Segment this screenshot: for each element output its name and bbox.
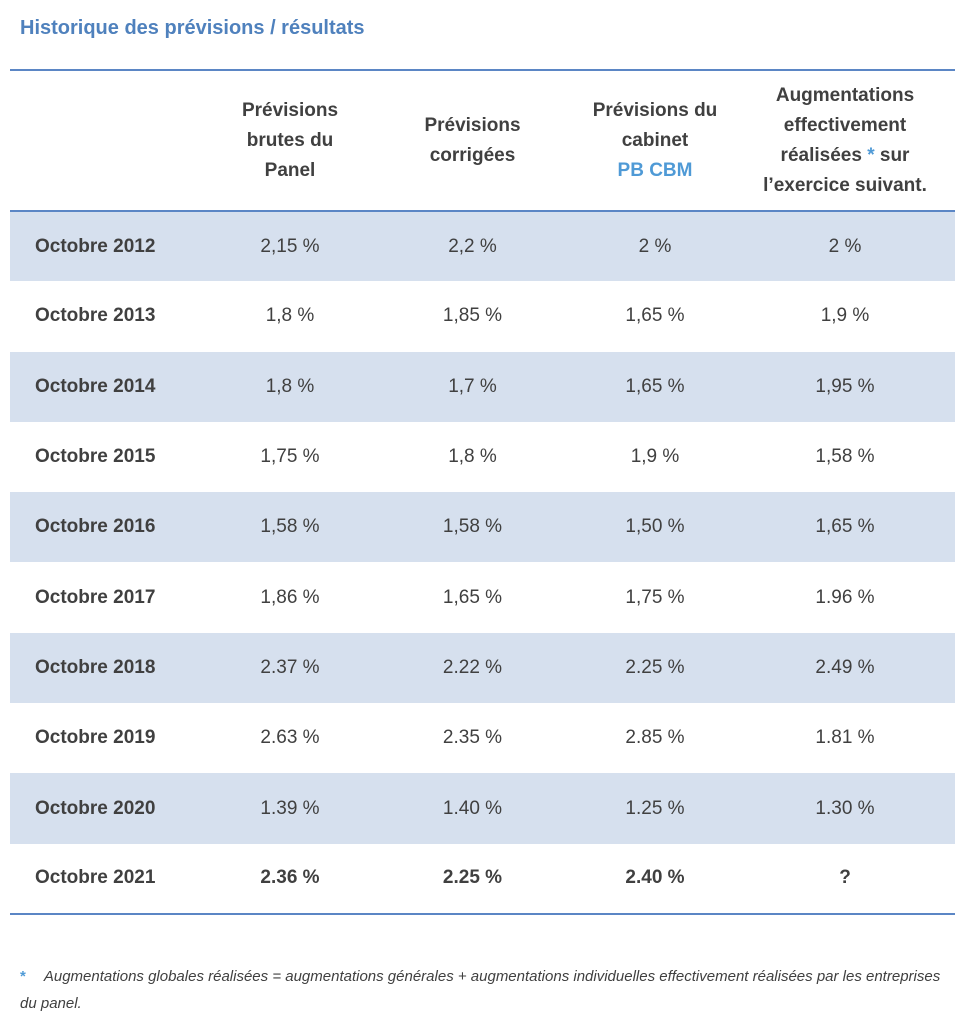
cell-cabinet: 1,65 % bbox=[625, 305, 685, 327]
header-cabinet-line2: cabinet bbox=[621, 129, 689, 151]
cell-corrigees: 1,58 % bbox=[442, 516, 503, 538]
cell-cabinet: 1,9 % bbox=[630, 446, 680, 468]
page-title: Historique des prévisions / résultats bbox=[20, 17, 365, 39]
cell-cabinet: 1,75 % bbox=[625, 586, 685, 608]
cell-realisees: 2 % bbox=[828, 235, 862, 257]
forecast-table-container: Prévisions brutes du Panel Prévisions co… bbox=[10, 69, 955, 915]
row-label: Octobre 2014 bbox=[35, 375, 156, 397]
footnote: * Augmentations globales réalisées = augm… bbox=[20, 963, 960, 1017]
cell-corrigees: 1,65 % bbox=[442, 586, 503, 608]
cell-corrigees: 1,7 % bbox=[448, 375, 497, 397]
header-realisees-line4: l’exercice suivant. bbox=[763, 174, 927, 196]
cell-cabinet: 2.25 % bbox=[625, 656, 685, 678]
cell-corrigees: 2.35 % bbox=[442, 727, 503, 749]
cell-realisees: 1,9 % bbox=[820, 305, 870, 327]
table-row: Octobre 2016 1,58 % 1,58 % 1,50 % 1,65 % bbox=[10, 492, 955, 563]
cell-brutes: 2.36 % bbox=[260, 867, 320, 889]
forecast-table: Prévisions brutes du Panel Prévisions co… bbox=[10, 69, 955, 915]
header-row: Prévisions brutes du Panel Prévisions co… bbox=[10, 70, 955, 211]
cell-corrigees: 1,85 % bbox=[442, 305, 503, 327]
cell-corrigees: 2.22 % bbox=[442, 656, 503, 678]
table-row: Octobre 2018 2.37 % 2.22 % 2.25 % 2.49 % bbox=[10, 632, 955, 704]
row-label: Octobre 2013 bbox=[35, 305, 156, 327]
row-label: Octobre 2018 bbox=[35, 656, 156, 678]
header-empty bbox=[10, 70, 210, 211]
cell-realisees: 1,95 % bbox=[815, 375, 875, 397]
cell-cabinet: 2.85 % bbox=[625, 727, 685, 749]
table-row: Octobre 2013 1,8 % 1,85 % 1,65 % 1,9 % bbox=[10, 281, 955, 351]
cell-cabinet: 2.40 % bbox=[625, 867, 685, 889]
table-row: Octobre 2021 2.36 % 2.25 % 2.40 % ? bbox=[10, 844, 955, 914]
row-label: Octobre 2015 bbox=[35, 446, 156, 468]
cell-brutes: 2,15 % bbox=[260, 235, 320, 257]
row-label: Octobre 2020 bbox=[35, 797, 156, 819]
cell-cabinet: 1,50 % bbox=[625, 516, 685, 538]
header-cabinet-line1: Prévisions du bbox=[592, 99, 718, 121]
cell-brutes: 1,75 % bbox=[260, 446, 320, 468]
header-cabinet-accent: PB CBM bbox=[617, 159, 693, 181]
cell-realisees: 1,65 % bbox=[815, 516, 875, 538]
cell-brutes: 1,86 % bbox=[260, 586, 320, 608]
cell-corrigees: 1.40 % bbox=[442, 797, 503, 819]
header-realisees-line3-pre: réalisées bbox=[780, 144, 862, 166]
cell-realisees: 2.49 % bbox=[815, 656, 875, 678]
table-header: Prévisions brutes du Panel Prévisions co… bbox=[10, 70, 955, 211]
table-row: Octobre 2020 1.39 % 1.40 % 1.25 % 1.30 % bbox=[10, 773, 955, 844]
header-augmentations-realisees: Augmentations effectivement réalisées * … bbox=[735, 70, 955, 211]
header-corrigees-line2: corrigées bbox=[429, 144, 516, 166]
footnote-text: Augmentations globales réalisées = augme… bbox=[20, 968, 941, 1012]
header-corrigees-line1: Prévisions bbox=[424, 114, 521, 136]
header-brutes-line1: Prévisions bbox=[241, 99, 339, 121]
table-row: Octobre 2015 1,75 % 1,8 % 1,9 % 1,58 % bbox=[10, 422, 955, 492]
cell-cabinet: 2 % bbox=[638, 235, 672, 257]
cell-brutes: 1.39 % bbox=[260, 797, 320, 819]
cell-realisees: ? bbox=[839, 867, 851, 889]
table-row: Octobre 2014 1,8 % 1,7 % 1,65 % 1,95 % bbox=[10, 351, 955, 422]
header-previsions-cabinet: Prévisions du cabinet PB CBM bbox=[575, 70, 735, 211]
header-realisees-line2: effectivement bbox=[783, 114, 907, 136]
header-previsions-corrigees: Prévisions corrigées bbox=[370, 70, 575, 211]
header-realisees-line3-post: sur bbox=[879, 144, 910, 166]
cell-cabinet: 1,65 % bbox=[625, 375, 685, 397]
cell-brutes: 2.37 % bbox=[260, 656, 320, 678]
row-label: Octobre 2012 bbox=[35, 235, 156, 257]
row-label: Octobre 2017 bbox=[35, 586, 156, 608]
cell-brutes: 1,8 % bbox=[265, 305, 315, 327]
table-body: Octobre 2012 2,15 % 2,2 % 2 % 2 % Octobr… bbox=[10, 211, 955, 914]
cell-corrigees: 2,2 % bbox=[448, 235, 497, 257]
table-row: Octobre 2019 2.63 % 2.35 % 2.85 % 1.81 % bbox=[10, 703, 955, 773]
cell-realisees: 1.81 % bbox=[815, 727, 875, 749]
header-brutes-line3: Panel bbox=[264, 159, 316, 181]
row-label: Octobre 2021 bbox=[35, 867, 156, 889]
cell-brutes: 1,58 % bbox=[260, 516, 320, 538]
cell-brutes: 1,8 % bbox=[265, 375, 315, 397]
row-label: Octobre 2016 bbox=[35, 516, 156, 538]
cell-realisees: 1.30 % bbox=[815, 797, 875, 819]
header-brutes-line2: brutes du bbox=[246, 129, 334, 151]
cell-corrigees: 1,8 % bbox=[448, 446, 497, 468]
cell-corrigees: 2.25 % bbox=[442, 867, 503, 889]
cell-brutes: 2.63 % bbox=[260, 727, 320, 749]
cell-realisees: 1.96 % bbox=[815, 586, 875, 608]
header-previsions-brutes: Prévisions brutes du Panel bbox=[210, 70, 370, 211]
header-realisees-line1: Augmentations bbox=[775, 84, 915, 106]
header-footnote-marker: * bbox=[867, 144, 875, 166]
row-label: Octobre 2019 bbox=[35, 727, 156, 749]
cell-realisees: 1,58 % bbox=[815, 446, 875, 468]
footnote-marker: * bbox=[20, 968, 26, 985]
table-row: Octobre 2017 1,86 % 1,65 % 1,75 % 1.96 % bbox=[10, 562, 955, 632]
table-row: Octobre 2012 2,15 % 2,2 % 2 % 2 % bbox=[10, 211, 955, 282]
cell-cabinet: 1.25 % bbox=[625, 797, 685, 819]
